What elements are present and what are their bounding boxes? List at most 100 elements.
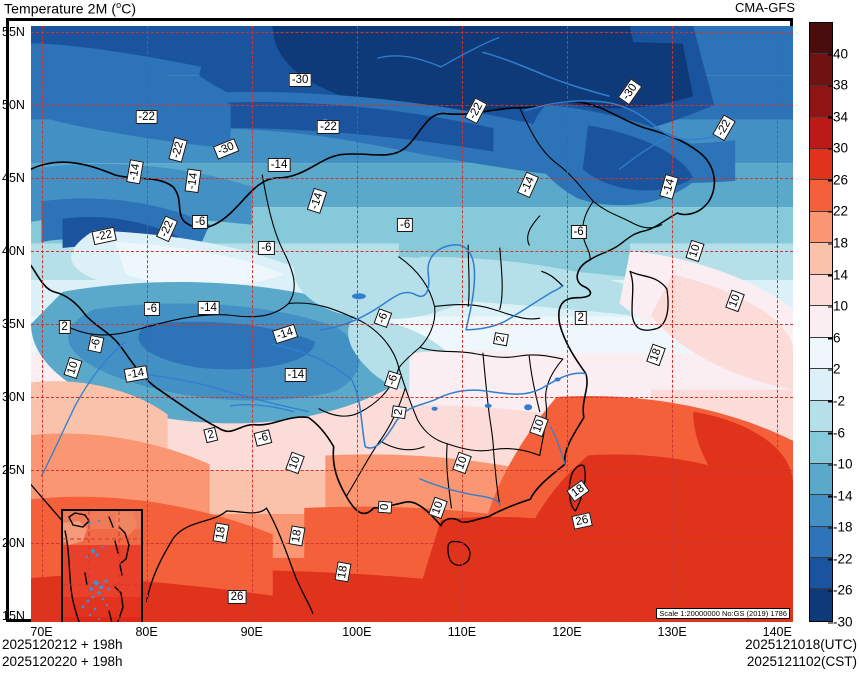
model-label: CMA-GFS <box>735 0 795 15</box>
latitude-tick-label: 15N <box>2 609 25 624</box>
contour-value-label: 10 <box>284 451 305 475</box>
colorbar-swatch <box>810 589 832 621</box>
graticule-parallel <box>31 31 793 33</box>
latitude-tick-label: 30N <box>2 390 25 405</box>
longitude-tick-label: 120E <box>552 625 582 639</box>
colorbar-tick: 26 <box>828 172 848 187</box>
contour-value-label: 2 <box>202 426 219 444</box>
colorbar-swatch <box>810 432 832 464</box>
south-china-sea-inset[interactable]: Scale 1:40000000 <box>61 509 143 622</box>
boundary-line <box>527 215 541 246</box>
map-scale-label: Scale 1:20000000 No:GS (2019) 1786 <box>656 607 790 619</box>
colorbar-swatch <box>810 85 832 118</box>
contour-value-label: 18 <box>288 525 306 547</box>
contour-value-label: -30 <box>213 137 240 160</box>
colorbar-tick: -30 <box>828 615 853 630</box>
lake-shape <box>431 406 438 411</box>
contour-value-label: -22 <box>317 119 340 134</box>
footer-init-time-1: 2025120212 + 198h <box>2 637 123 652</box>
contour-value-label: -22 <box>155 215 178 243</box>
contour-value-label: 10 <box>725 289 746 312</box>
boundary-line <box>589 212 679 261</box>
contour-value-label: 18 <box>565 479 590 502</box>
river-line <box>135 372 310 413</box>
river-line <box>271 343 587 449</box>
river-line <box>524 100 715 141</box>
contour-value-label: -6 <box>570 224 587 239</box>
boundary-line <box>629 221 663 229</box>
colorbar-tick-labels: 40 38 34 30 26 22 18 14 10 6 2 -2 -6 -10 -14 -18 -22 -26 -… <box>828 22 859 630</box>
contour-value-label: 10 <box>63 356 83 379</box>
river-line <box>419 478 501 506</box>
boundary-line <box>434 304 541 320</box>
colorbar-tick: 6 <box>828 330 841 345</box>
longitude-tick-label: 80E <box>135 625 158 639</box>
contour-value-label: -14 <box>284 368 308 383</box>
river-line <box>440 37 500 68</box>
boundary-line <box>576 101 716 216</box>
lake-shape <box>554 377 561 382</box>
colorbar-swatch <box>810 148 832 181</box>
contour-value-label: -22 <box>168 137 188 163</box>
temperature-band <box>651 274 793 390</box>
latitude-tick-label: 45N <box>2 170 25 185</box>
graticule-layer <box>31 26 793 622</box>
river-line <box>230 404 295 413</box>
footer-init-time-2: 2025120220 + 198h <box>2 654 123 669</box>
temperature-band <box>293 247 483 320</box>
boundary-line <box>447 540 471 566</box>
contour-value-label: 18 <box>646 343 667 366</box>
temperature-colorbar[interactable] <box>809 22 833 622</box>
colorbar-tick: -10 <box>828 457 853 472</box>
colorbar-tick: -6 <box>828 425 845 440</box>
colorbar-swatch <box>810 557 832 590</box>
boundary-line <box>519 107 631 223</box>
colorbar-swatch <box>810 274 832 307</box>
colorbar-swatch <box>810 180 832 212</box>
colorbar-swatch <box>810 117 832 149</box>
river-line <box>618 136 669 170</box>
contour-value-label: -30 <box>288 73 312 88</box>
boundary-line <box>398 367 448 445</box>
longitude-tick-label: 70E <box>30 625 53 639</box>
contour-value-label: 18 <box>212 522 230 544</box>
lake-shape <box>524 404 533 411</box>
river-line <box>40 340 127 477</box>
temperature-map-canvas[interactable]: -30 -22 -30 -22 -22 -22 -30 -22 -14 -14 -14 -14 -14-… <box>31 26 793 622</box>
colorbar-tick: 14 <box>828 267 848 282</box>
contour-value-label: -14 <box>272 324 299 345</box>
graticule-parallel <box>31 250 793 252</box>
boundary-line <box>287 302 400 369</box>
colorbar-swatch <box>810 526 832 558</box>
contour-value-label: -6 <box>87 335 105 354</box>
colorbar-swatch <box>810 337 832 370</box>
contour-value-label: -14 <box>306 188 328 215</box>
graticule-parallel <box>31 177 793 179</box>
contour-value-label: 2 <box>58 319 71 334</box>
page-title: Temperature 2M (oC) <box>4 0 136 17</box>
boundary-line <box>541 270 564 287</box>
boundary-line <box>446 443 452 509</box>
temperature-band <box>519 39 694 109</box>
contour-value-label: 10 <box>685 239 705 263</box>
colorbar-tick: 40 <box>828 46 848 61</box>
contour-value-label: -22 <box>464 97 488 125</box>
contour-value-label: -6 <box>373 308 393 329</box>
colorbar-tick: 18 <box>828 236 848 251</box>
graticule-parallel <box>31 616 793 618</box>
graticule-parallel <box>31 543 793 545</box>
boundary-line <box>482 352 495 451</box>
boundary-line <box>61 174 295 336</box>
lake-shape <box>484 403 492 408</box>
latitude-tick-label: 35N <box>2 317 25 331</box>
footer-valid-time-utc: 2025121018(UTC) <box>745 637 857 652</box>
contour-value-label: -6 <box>253 429 273 447</box>
temperature-band <box>188 101 494 152</box>
latitude-tick-label: 40N <box>2 243 25 258</box>
degree-symbol: o <box>116 0 122 10</box>
boundary-line <box>398 256 436 369</box>
colorbar-swatch <box>810 23 832 55</box>
contour-value-label: -6 <box>397 217 414 232</box>
contour-value-label: -22 <box>135 109 158 124</box>
contour-value-label: 10 <box>452 451 472 475</box>
